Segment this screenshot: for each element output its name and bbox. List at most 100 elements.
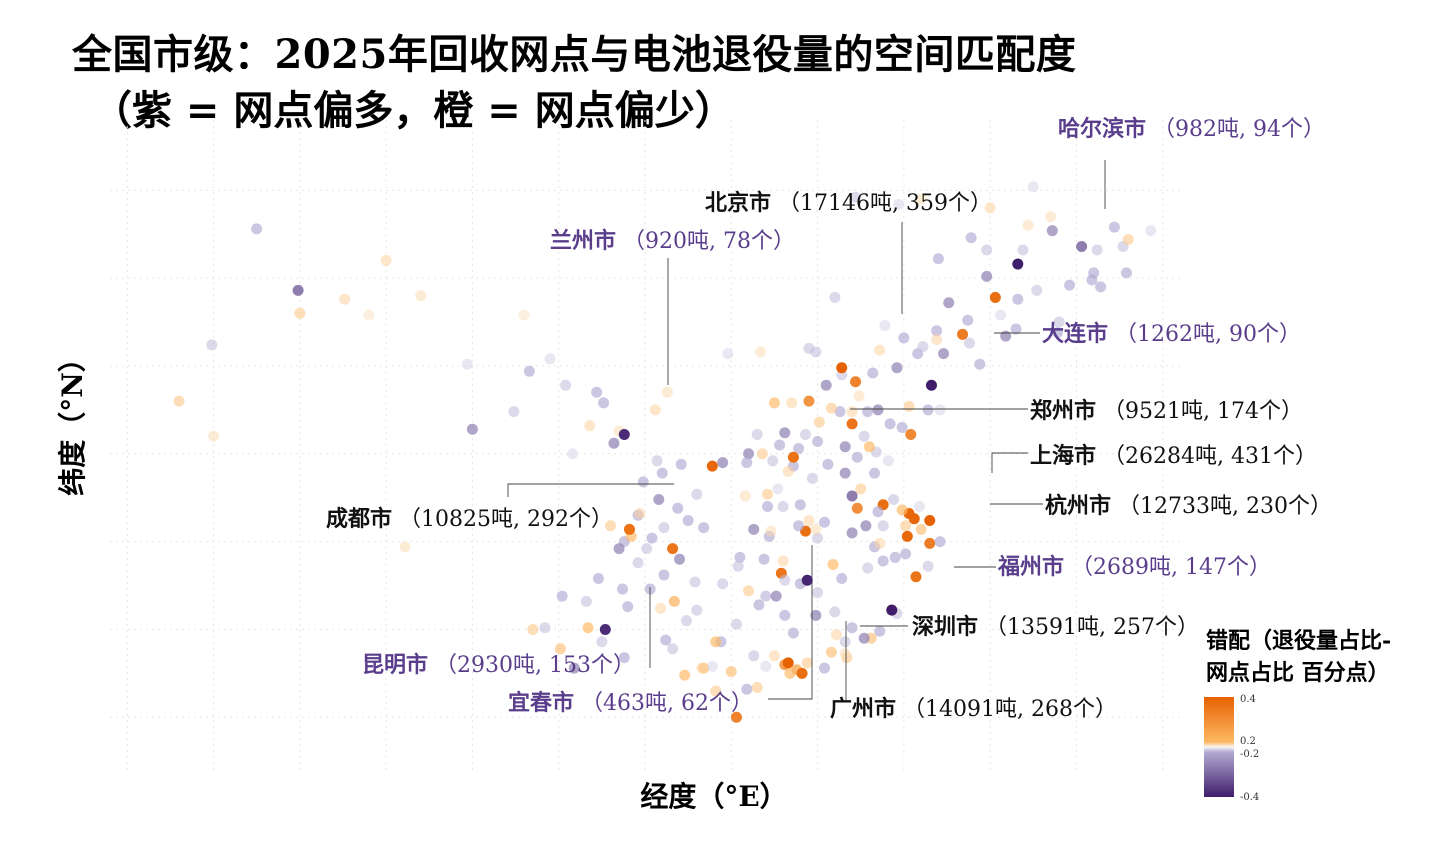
- city-point: [658, 569, 670, 581]
- city-point: [674, 553, 686, 565]
- legend-tick-1: 0.2: [1240, 736, 1256, 747]
- city-point: [518, 309, 530, 321]
- city-point: [634, 508, 646, 520]
- city-label: 杭州市 （12733吨, 230个）: [1045, 493, 1332, 519]
- city-point: [1053, 316, 1065, 328]
- city-point: [584, 420, 596, 432]
- city-point: [846, 527, 858, 539]
- city-point: [896, 504, 908, 516]
- labeled-city-point: [623, 523, 635, 535]
- city-point: [858, 430, 870, 442]
- city-point: [415, 290, 427, 302]
- city-point: [756, 448, 768, 460]
- city-point: [613, 543, 625, 555]
- city-point: [932, 253, 944, 265]
- city-point: [751, 428, 763, 440]
- city-point: [827, 558, 839, 570]
- city-point: [839, 636, 851, 648]
- city-point: [748, 523, 760, 535]
- city-point: [891, 362, 903, 374]
- city-point: [706, 660, 718, 672]
- labeled-city-point: [787, 451, 799, 463]
- city-label: 昆明市 （2930吨, 153个）: [362, 652, 635, 678]
- labeled-city-point: [836, 362, 848, 374]
- city-point: [855, 483, 867, 495]
- city-point: [1122, 233, 1134, 245]
- city-point: [682, 515, 694, 527]
- city-point: [1046, 225, 1058, 237]
- city-label-name: 昆明市: [362, 652, 428, 678]
- city-point: [1064, 279, 1076, 291]
- city-point: [898, 332, 910, 344]
- city-point: [877, 520, 889, 532]
- city-point: [984, 202, 996, 214]
- labeled-city-point: [782, 657, 794, 669]
- city-point: [787, 627, 799, 639]
- grid-lines: [110, 120, 1180, 770]
- city-point: [801, 657, 813, 669]
- city-point: [741, 683, 753, 695]
- city-label: 宜春市 （463吨, 62个）: [508, 690, 753, 716]
- city-point: [784, 667, 796, 679]
- city-point: [748, 650, 760, 662]
- city-points: [173, 181, 1157, 723]
- city-point: [765, 525, 777, 537]
- city-point: [717, 457, 729, 469]
- city-label: 深圳市 （13591吨, 257个）: [912, 614, 1199, 640]
- city-point: [917, 341, 929, 353]
- legend-tick-3: -0.4: [1240, 792, 1259, 803]
- city-point: [777, 500, 789, 512]
- city-point: [922, 560, 934, 572]
- labeled-city-point: [618, 428, 630, 440]
- city-point: [544, 353, 556, 365]
- city-point: [818, 516, 830, 528]
- city-point: [820, 379, 832, 391]
- city-point: [758, 553, 770, 565]
- city-point: [604, 520, 616, 532]
- city-point: [1010, 323, 1022, 335]
- labeled-city-point: [886, 604, 898, 616]
- city-point: [592, 573, 604, 585]
- city-point: [934, 404, 946, 416]
- chart-title: 全国市级：2025年回收网点与电池退役量的空间匹配度: [72, 31, 1077, 78]
- city-point: [363, 309, 375, 321]
- city-point: [617, 583, 629, 595]
- city-label-stats: （14091吨, 268个）: [896, 697, 1117, 722]
- city-point: [598, 397, 610, 409]
- city-point: [649, 404, 661, 416]
- city-point: [989, 291, 1001, 303]
- city-point: [839, 441, 851, 453]
- city-point: [869, 467, 881, 479]
- city-point: [924, 537, 936, 549]
- city-point: [206, 339, 218, 351]
- city-point: [706, 460, 718, 472]
- city-point: [755, 346, 767, 358]
- city-point: [777, 555, 789, 567]
- city-point: [836, 573, 848, 585]
- city-point: [860, 520, 872, 532]
- legend-tick-2: -0.2: [1240, 749, 1259, 760]
- city-point: [779, 427, 791, 439]
- city-point: [1031, 284, 1043, 296]
- city-label-name: 福州市: [997, 554, 1064, 580]
- city-point: [839, 467, 851, 479]
- city-point: [803, 395, 815, 407]
- city-point: [655, 602, 667, 614]
- city-point: [913, 500, 925, 512]
- city-point: [251, 223, 263, 235]
- city-point: [760, 590, 772, 602]
- city-point: [762, 488, 774, 500]
- city-label-stats: （982吨, 94个）: [1146, 117, 1325, 142]
- city-point: [810, 523, 822, 535]
- city-point: [1095, 281, 1107, 293]
- city-point: [803, 342, 815, 354]
- city-point: [1045, 211, 1057, 223]
- city-point: [943, 297, 955, 309]
- city-point: [884, 418, 896, 430]
- leader-line: [507, 483, 674, 497]
- city-point: [739, 490, 751, 502]
- city-point: [1108, 221, 1120, 233]
- city-point: [850, 191, 862, 203]
- city-point: [915, 523, 927, 535]
- city-point: [853, 390, 865, 402]
